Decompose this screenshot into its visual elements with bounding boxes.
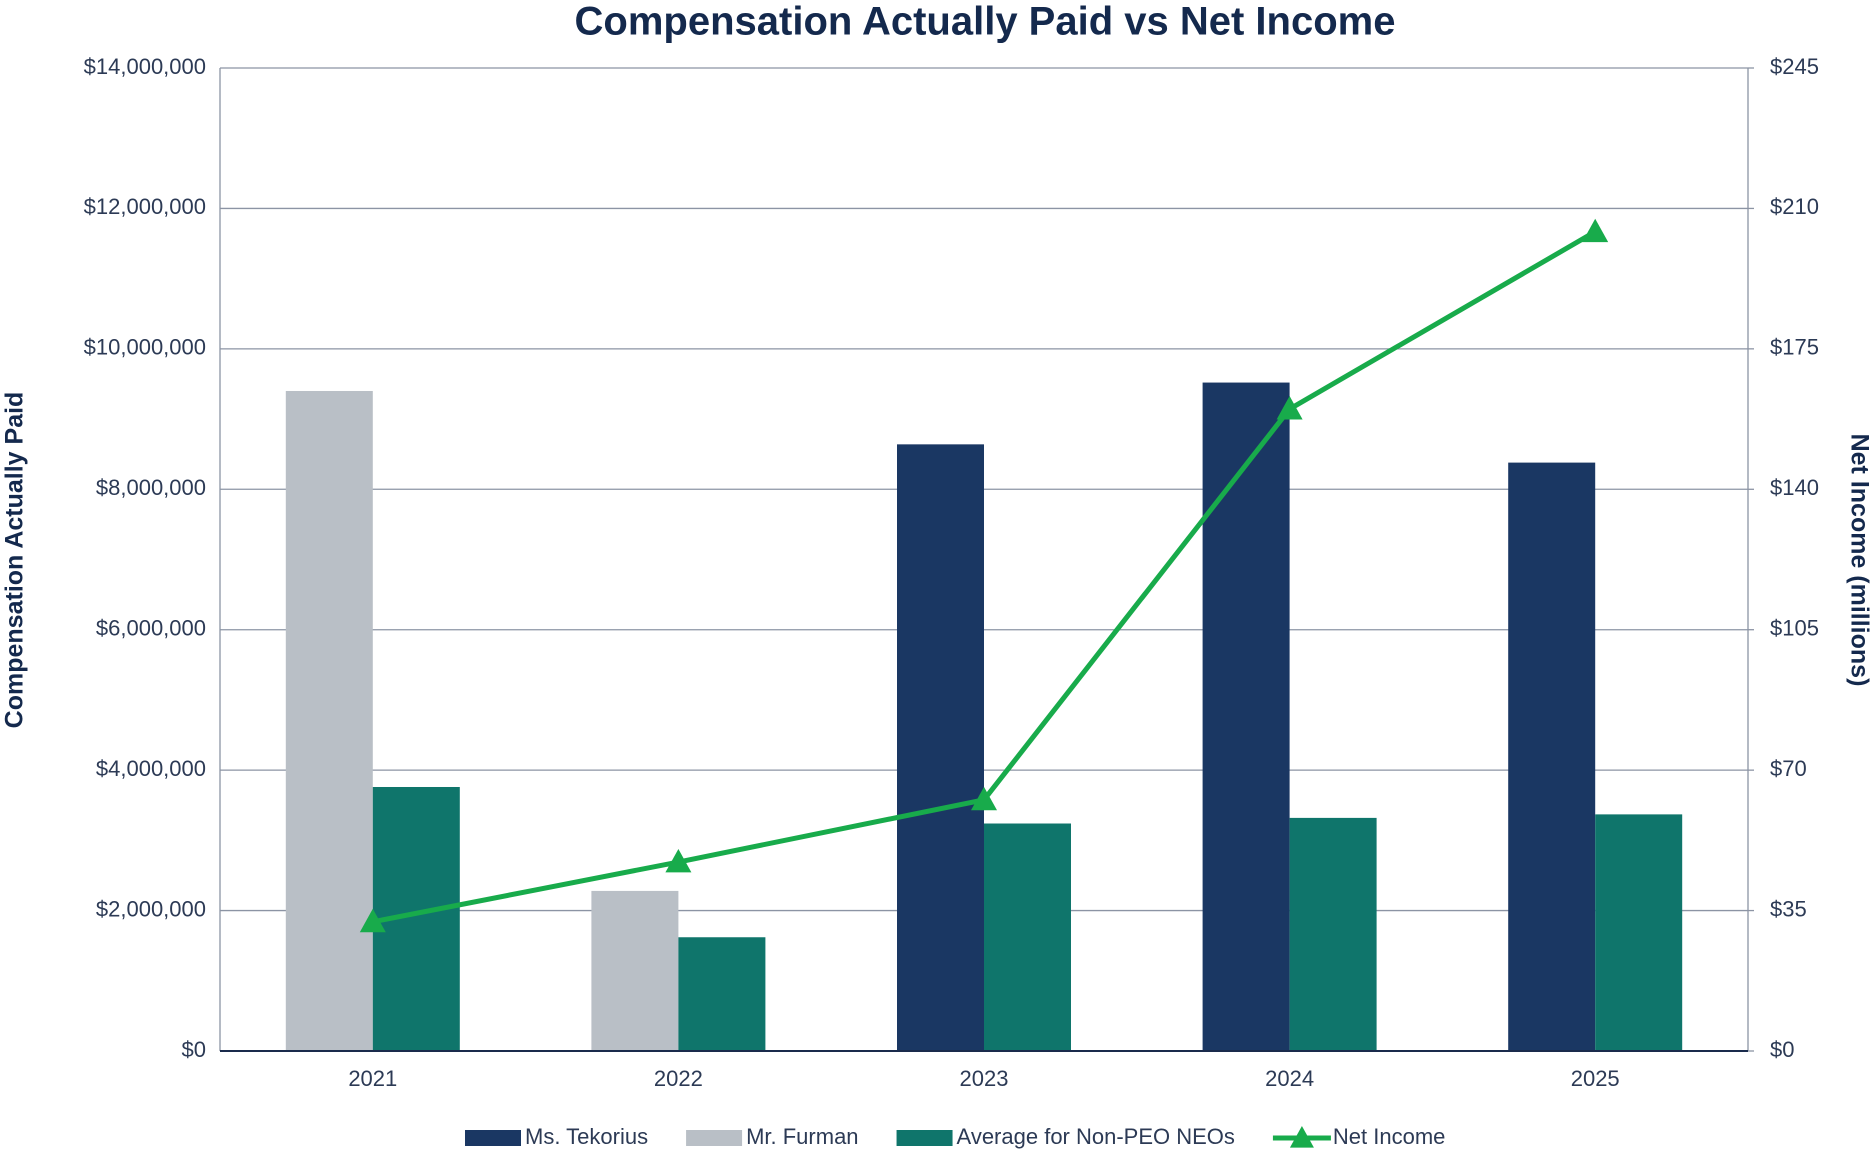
bar [897,444,984,1051]
legend-item: Average for Non-PEO NEOs [896,1124,1235,1149]
legend-item: Mr. Furman [686,1124,859,1149]
y2-tick-label: $245 [1770,54,1819,79]
bar [678,937,766,1051]
y2-tick-label: $175 [1770,335,1819,360]
bar [1595,814,1683,1051]
legend-item: Ms. Tekorius [465,1124,648,1149]
legend-item: Net Income [1272,1124,1446,1149]
legend-swatch [896,1130,953,1146]
legend-label: Net Income [1333,1124,1446,1149]
y2-tick-label: $0 [1770,1037,1794,1062]
y-tick-label: $6,000,000 [96,616,206,641]
legend-label: Ms. Tekorius [525,1124,648,1149]
x-tick-label: 2025 [1571,1066,1620,1091]
line-marker [1582,218,1609,243]
y-tick-label: $10,000,000 [84,335,206,360]
chart-title: Compensation Actually Paid vs Net Income [575,0,1396,44]
x-tick-label: 2022 [654,1066,703,1091]
legend-swatch [465,1130,521,1146]
y-axis-title: Compensation Actually Paid [1,392,29,729]
legend: Ms. Tekorius Mr. Furman Average for Non-PE… [465,1124,1445,1149]
legend-swatch [1289,1126,1314,1148]
y-tick-label: $14,000,000 [84,54,206,79]
bar [1202,382,1290,1051]
bar [1508,462,1596,1052]
x-tick-label: 2021 [348,1066,397,1091]
y2-tick-label: $105 [1770,616,1819,641]
y-tick-label: $4,000,000 [96,756,206,781]
line-marker [971,786,997,811]
y2-tick-label: $70 [1770,756,1807,781]
line-marker [359,908,386,933]
y2-tick-label: $35 [1770,896,1807,921]
bar [1289,817,1377,1051]
legend-swatch [686,1130,743,1146]
x-tick-label: 2024 [1265,1066,1314,1091]
legend-label: Mr. Furman [746,1124,858,1149]
y2-tick-label: $140 [1770,475,1819,500]
y2-axis-title: Net Income (millions) [1845,434,1873,687]
y-tick-label: $8,000,000 [96,475,206,500]
line-marker [1276,396,1303,420]
bar [591,890,679,1051]
y-tick-label: $2,000,000 [96,896,206,921]
bar [285,390,373,1051]
x-tick-label: 2023 [960,1066,1009,1091]
bar [984,823,1071,1051]
y2-tick-label: $210 [1770,194,1819,219]
y-tick-label: $12,000,000 [84,194,206,219]
legend-label: Average for Non-PEO NEOs [957,1124,1235,1149]
y-tick-label: $0 [182,1037,206,1062]
line-marker [665,849,692,873]
